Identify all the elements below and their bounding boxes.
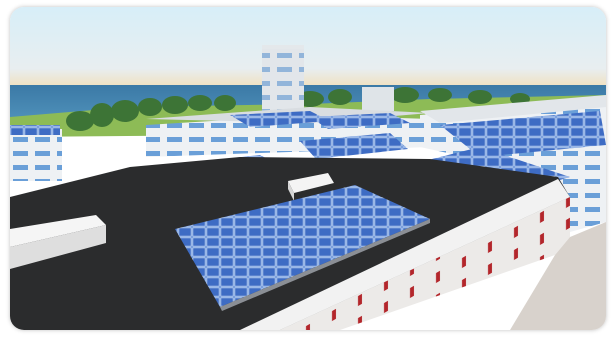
foreground-facade — [240, 179, 570, 330]
rooftop-box-left — [10, 215, 106, 269]
left-building — [10, 125, 62, 181]
tall-tower — [262, 45, 304, 115]
ground — [510, 222, 606, 330]
rooftop-box-right — [288, 173, 334, 201]
solar-array-mid — [300, 133, 408, 159]
tree-line — [66, 87, 530, 131]
sky — [10, 7, 606, 89]
solar-array-foreground — [175, 185, 430, 311]
distant-block — [362, 87, 394, 111]
rooftop-solar-scene — [10, 7, 606, 330]
scene-frame — [10, 7, 606, 330]
